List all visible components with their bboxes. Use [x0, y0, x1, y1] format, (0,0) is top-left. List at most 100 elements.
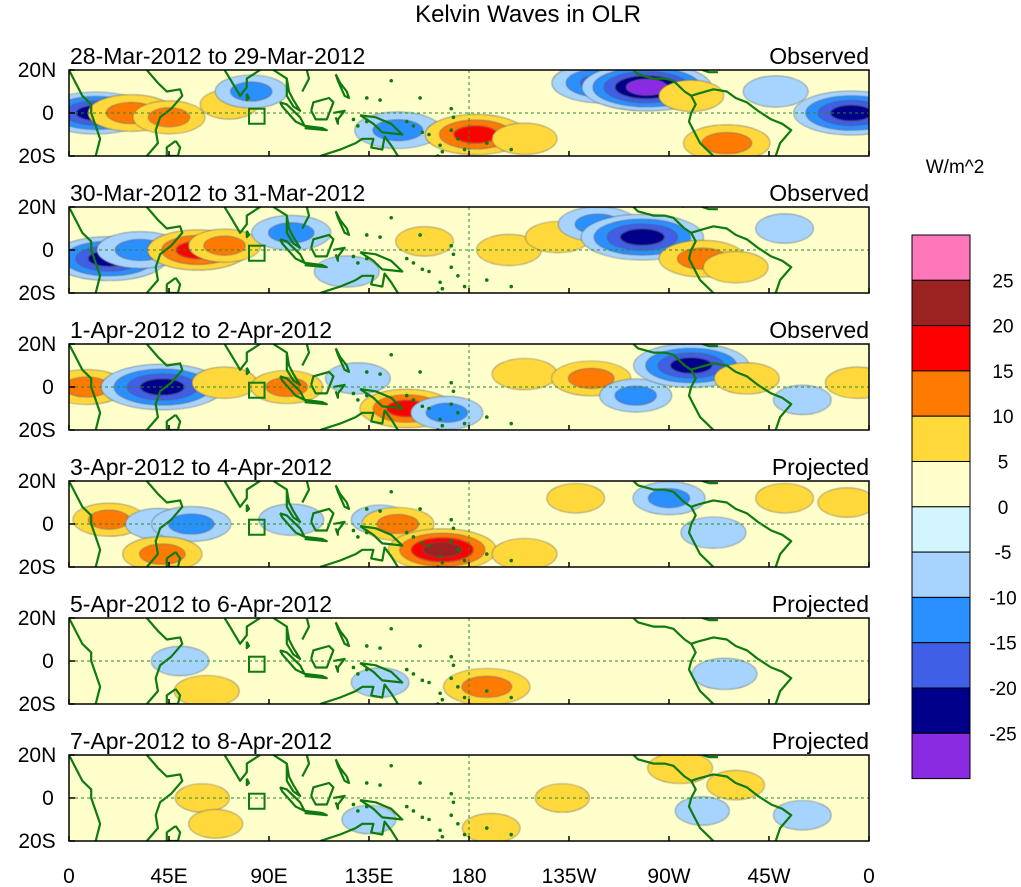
coastline — [697, 88, 793, 156]
island-marker — [438, 691, 442, 696]
contour-fill — [203, 235, 246, 256]
coastline — [682, 755, 718, 759]
anomaly-feature — [491, 358, 558, 391]
coastline — [165, 551, 182, 567]
island-marker — [438, 417, 442, 422]
coastline — [334, 210, 351, 236]
coastlines — [69, 481, 793, 567]
anomaly-feature — [491, 538, 558, 567]
island-marker — [462, 421, 467, 426]
anomaly-feature — [777, 638, 828, 667]
anomaly-feature — [443, 668, 531, 704]
island-marker — [356, 672, 360, 676]
island-marker — [509, 284, 514, 289]
coastlines — [69, 207, 793, 293]
contour-fill — [619, 228, 665, 246]
island-marker — [364, 233, 369, 237]
coastline — [310, 781, 335, 806]
island-marker — [389, 626, 394, 631]
island-marker — [356, 398, 360, 402]
island-marker — [484, 141, 489, 145]
coastline — [310, 507, 335, 532]
x-tick-label: 0 — [863, 865, 875, 887]
anomaly-feature — [410, 775, 461, 804]
colorbar-segment — [911, 506, 971, 553]
island-marker — [509, 558, 514, 563]
colorbar-segment — [911, 687, 971, 734]
island-marker — [411, 261, 416, 265]
island-marker — [449, 265, 454, 270]
x-tick-label: 45W — [747, 865, 790, 887]
island-marker — [427, 817, 431, 822]
anomaly-feature — [755, 213, 814, 244]
anomaly-feature — [647, 755, 713, 784]
island-marker — [411, 398, 416, 402]
island-marker — [389, 489, 394, 494]
coastline — [304, 535, 328, 543]
coastline — [697, 773, 793, 841]
contour-fill — [422, 541, 463, 558]
coastline — [682, 344, 718, 348]
coastline — [69, 70, 102, 156]
panel-4: 20N 0 20S 3-Apr-2012 to 4-Apr-2012 Projected — [18, 454, 870, 579]
island-marker — [420, 678, 425, 683]
coastline — [301, 70, 311, 93]
contour-fill — [675, 796, 730, 826]
panel-date-range: 5-Apr-2012 to 6-Apr-2012 — [70, 591, 332, 617]
coastline — [687, 506, 715, 567]
coastline — [310, 644, 335, 669]
island-marker — [378, 235, 382, 239]
contour-fill — [139, 543, 186, 565]
island-marker — [364, 667, 369, 672]
island-marker — [378, 509, 382, 513]
coastline — [334, 758, 351, 785]
panel-status: Projected — [772, 454, 869, 480]
x-tick-label: 90W — [647, 865, 690, 887]
coastline — [272, 344, 302, 386]
coastline — [359, 525, 404, 547]
island-marker — [389, 215, 394, 220]
coastline — [682, 207, 718, 211]
x-tick-label: 135E — [344, 865, 393, 887]
y-tick-label: 20S — [18, 693, 55, 716]
contour-fill — [491, 358, 558, 391]
coastline — [334, 621, 351, 648]
island-marker — [364, 781, 369, 785]
coastline — [632, 70, 699, 97]
y-tick-label: 0 — [42, 513, 54, 536]
y-tick-label: 20S — [18, 282, 55, 305]
panel-6: 20N 0 20S 7-Apr-2012 to 8-Apr-2012 Projected — [18, 728, 870, 853]
coastline — [687, 232, 715, 293]
anomaly-feature — [266, 634, 317, 662]
island-marker — [456, 685, 460, 689]
anomaly-feature — [100, 363, 224, 411]
reference-box — [248, 792, 266, 810]
anomaly-feature — [546, 483, 605, 514]
contour-fill — [825, 366, 869, 399]
island-marker — [451, 389, 456, 394]
coastline — [272, 755, 302, 797]
coastline — [69, 344, 102, 430]
coastline — [145, 481, 184, 567]
island-marker — [364, 530, 369, 535]
contour-fill — [755, 213, 814, 244]
panel-1: 20N 0 20S 28-Mar-2012 to 29-Mar-2012 Observe… — [18, 43, 870, 168]
y-tick-label: 20S — [18, 556, 55, 579]
colorbar-tick-label: 20 — [992, 317, 1013, 338]
island-marker — [389, 763, 394, 768]
island-marker — [427, 269, 431, 274]
reference-box — [248, 655, 266, 673]
coastline — [304, 124, 328, 132]
island-marker — [404, 119, 409, 124]
anomaly-feature — [122, 536, 203, 567]
island-marker — [438, 554, 442, 559]
reference-box — [248, 244, 266, 262]
coastline — [687, 643, 715, 704]
anomaly-field — [175, 755, 832, 841]
anomaly-feature — [742, 75, 809, 108]
island-marker — [364, 644, 369, 648]
y-tick-label: 20S — [18, 145, 55, 168]
contour-fill — [395, 226, 454, 257]
contour-fill — [491, 122, 558, 155]
anomaly-feature — [773, 384, 832, 415]
